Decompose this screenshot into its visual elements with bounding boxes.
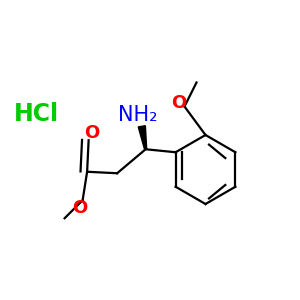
Text: HCl: HCl bbox=[14, 102, 59, 126]
Polygon shape bbox=[138, 126, 147, 149]
Text: O: O bbox=[85, 124, 100, 142]
Text: O: O bbox=[73, 199, 88, 217]
Text: O: O bbox=[172, 94, 187, 112]
Text: NH₂: NH₂ bbox=[118, 105, 158, 125]
